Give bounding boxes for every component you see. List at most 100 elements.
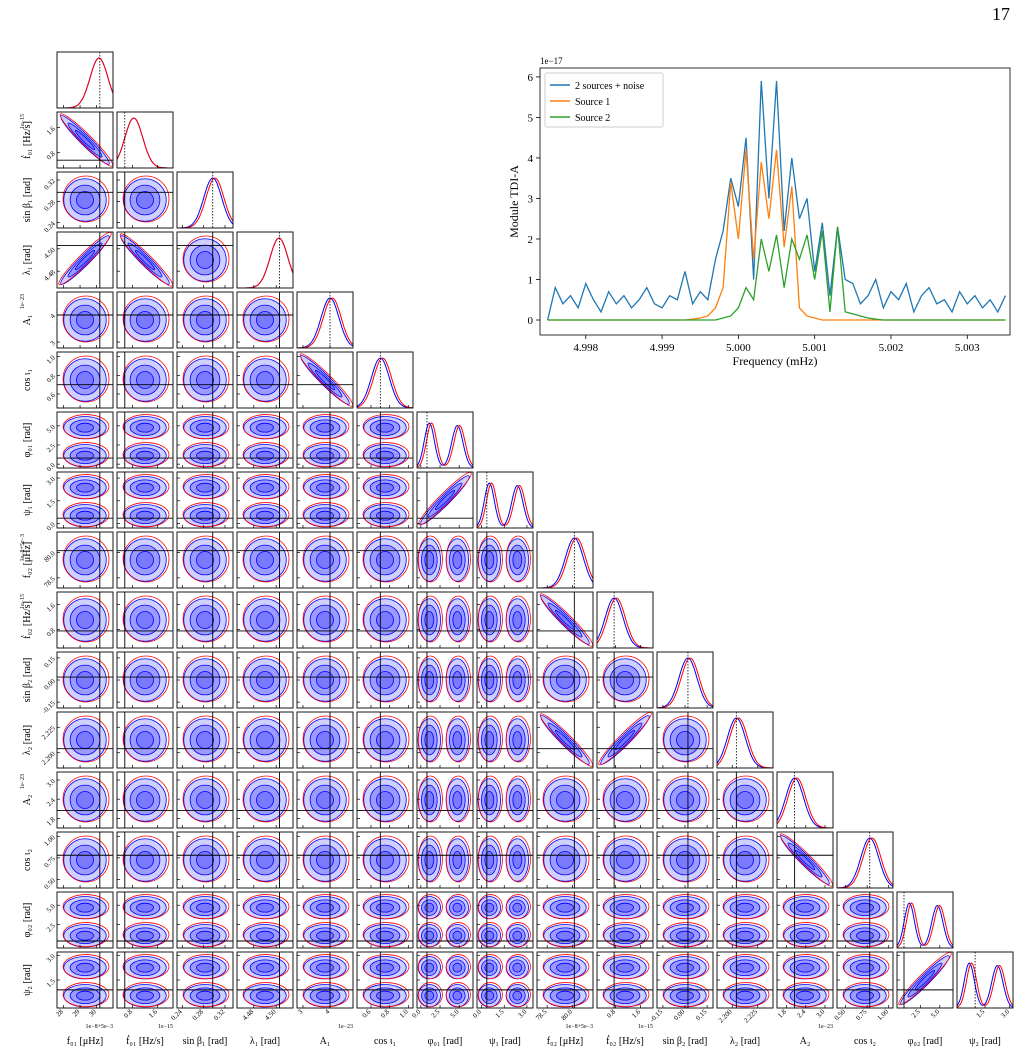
y-axis-label: φ₀₂ [rad] xyxy=(22,903,33,938)
contour-alt xyxy=(722,835,770,883)
contour xyxy=(421,959,438,976)
x-tick-label: 1.5 xyxy=(494,1007,506,1019)
y-tick-label: 4 xyxy=(528,153,534,165)
contour xyxy=(316,851,334,869)
y-axis-label: A₁ xyxy=(22,315,33,326)
panel-frame xyxy=(356,471,414,529)
y-tick-label: 4.48 xyxy=(43,268,58,283)
contour xyxy=(796,902,814,913)
legend-box xyxy=(544,72,664,128)
panel-frame xyxy=(176,831,234,889)
y-tick-label: 80.0 xyxy=(43,549,58,564)
contour-alt xyxy=(477,715,503,763)
contour xyxy=(76,371,94,389)
panel-frame xyxy=(296,771,354,829)
corner-panel xyxy=(296,471,354,529)
contour-alt xyxy=(542,954,590,980)
contour xyxy=(76,671,94,689)
corner-panel: 1.8 2.4 3.0 xyxy=(45,771,114,829)
contour xyxy=(481,664,498,696)
corner-panel: 4.48 4.50 xyxy=(236,951,294,1022)
corner-panel xyxy=(476,771,534,829)
panel-frame xyxy=(656,711,714,769)
contour-alt xyxy=(505,535,531,583)
x-tick-label: 80.0 xyxy=(560,1007,575,1022)
contour-alt xyxy=(662,835,710,883)
contour-alt xyxy=(242,414,290,440)
corner-panel: 0.50 0.75 1.00 xyxy=(833,951,894,1022)
corner-panel: 1.5 3.0 28 29 30 xyxy=(45,951,114,1018)
x-axis-label: f₀₁ [μHz] xyxy=(67,1036,103,1047)
contour xyxy=(856,930,874,941)
contour xyxy=(369,604,401,636)
panel-frame xyxy=(56,291,114,349)
contour-alt xyxy=(242,922,290,948)
x-tick-label: 3.0 xyxy=(517,1007,529,1019)
contour-alt xyxy=(242,715,290,763)
contour-alt xyxy=(505,715,531,763)
contour xyxy=(129,844,161,876)
panel-frame xyxy=(296,531,354,589)
contour-alt xyxy=(362,474,410,500)
corner-panel xyxy=(356,351,414,409)
corner-panel xyxy=(296,651,354,709)
x-axis-label: f₀₂ [μHz] xyxy=(547,1036,583,1047)
panel-frame xyxy=(116,231,174,289)
corner-panel xyxy=(536,771,594,829)
contour xyxy=(309,927,341,944)
corner-panel xyxy=(476,531,534,589)
contour xyxy=(309,419,341,436)
corner-panel xyxy=(176,711,234,769)
x-axis-label: φ₀₂ [rad] xyxy=(908,1036,943,1047)
contour xyxy=(129,959,161,976)
panel-frame xyxy=(116,351,174,409)
corner-panel xyxy=(356,471,414,529)
x-tick-label: 5.001 xyxy=(802,342,827,354)
corner-panel xyxy=(656,831,714,889)
corner-panel xyxy=(296,711,354,769)
corner-panel xyxy=(776,831,834,889)
x-tick-label: 5.000 xyxy=(726,342,751,354)
contour xyxy=(481,604,498,636)
corner-panel xyxy=(116,591,174,649)
panel-frame xyxy=(836,951,894,1009)
contour xyxy=(256,450,274,461)
contour xyxy=(376,422,394,433)
panel-frame xyxy=(56,471,114,529)
corner-panel xyxy=(476,471,534,529)
contour-alt xyxy=(417,894,443,920)
marginal-curve xyxy=(117,117,173,168)
contour-alt xyxy=(362,922,410,948)
marginal-curve xyxy=(717,717,773,768)
y-tick-label: 2.5 xyxy=(45,442,57,454)
contour xyxy=(136,962,154,973)
y-tick-label: 2.200 xyxy=(40,750,57,767)
contour-alt xyxy=(598,712,652,766)
panel-frame xyxy=(776,831,834,889)
contour xyxy=(76,930,94,941)
y-axis-offset: 1e−8+5e−3 xyxy=(20,534,26,561)
contour xyxy=(307,362,343,398)
contour xyxy=(669,844,701,876)
y-tick-label: 3 xyxy=(49,339,57,347)
contour xyxy=(512,851,523,869)
x-tick-label: 4.50 xyxy=(263,1007,278,1022)
corner-panel xyxy=(776,891,834,949)
panel-frame xyxy=(476,471,534,529)
contour-alt xyxy=(445,775,471,823)
contour-alt xyxy=(242,442,290,468)
contour-alt xyxy=(182,295,230,343)
contour-alt xyxy=(182,655,230,703)
contour xyxy=(136,791,154,809)
x-axis-label: cos ι₂ xyxy=(854,1036,876,1047)
contour-alt xyxy=(782,894,830,920)
contour xyxy=(421,844,438,876)
contour-alt xyxy=(182,835,230,883)
x-tick-label: 1.00 xyxy=(876,1007,891,1022)
contour xyxy=(736,791,754,809)
panel-frame xyxy=(56,891,114,949)
contour xyxy=(549,987,581,1004)
contour xyxy=(481,844,498,876)
corner-panel xyxy=(236,291,294,349)
corner-panel xyxy=(776,771,834,829)
